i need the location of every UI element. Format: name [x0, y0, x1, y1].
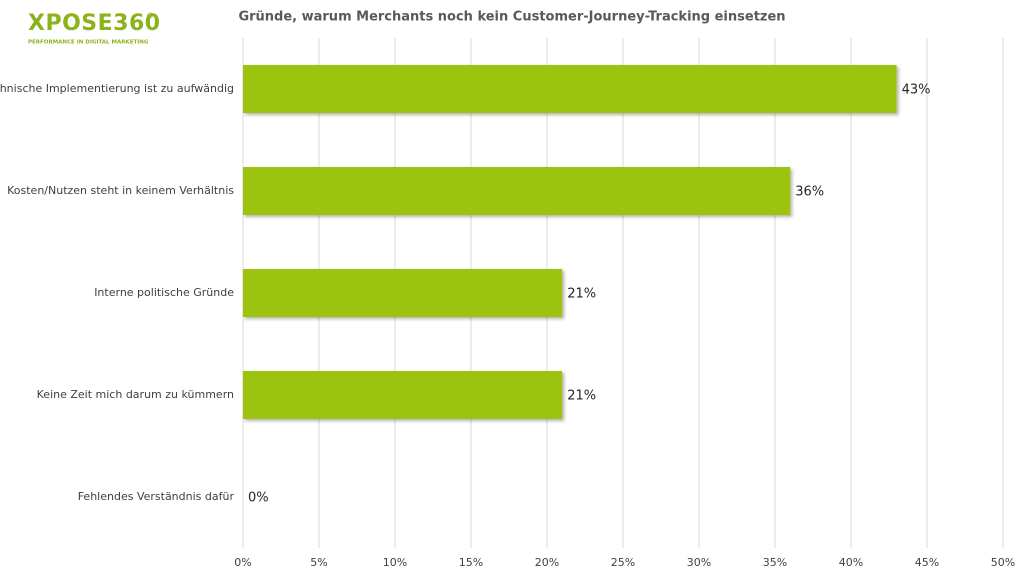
x-tick-label: 15%: [459, 556, 483, 569]
x-tick-label: 45%: [915, 556, 939, 569]
logo-name: XPOSE360: [28, 11, 161, 36]
x-tick-label: 10%: [383, 556, 407, 569]
logo-mark: ®: [146, 12, 154, 21]
x-tick-label: 40%: [839, 556, 863, 569]
y-tick-label: Interne politische Gründe: [94, 286, 234, 299]
bar: [243, 167, 791, 215]
x-tick-label: 30%: [687, 556, 711, 569]
value-label: 0%: [248, 491, 269, 506]
bar: [243, 269, 563, 317]
chart-title: Gründe, warum Merchants noch kein Custom…: [238, 10, 785, 25]
x-tick-label: 50%: [991, 556, 1015, 569]
x-tick-label: 5%: [310, 556, 327, 569]
value-label: 21%: [567, 389, 596, 404]
value-label: 36%: [795, 185, 824, 200]
y-tick-label: Technische Implementierung ist zu aufwän…: [0, 82, 234, 95]
x-tick-label: 35%: [763, 556, 787, 569]
x-tick-label: 0%: [234, 556, 251, 569]
x-tick-label: 20%: [535, 556, 559, 569]
y-tick-label: Keine Zeit mich darum zu kümmern: [37, 388, 234, 401]
value-label: 43%: [902, 83, 931, 98]
bar: [243, 65, 897, 113]
x-tick-label: 25%: [611, 556, 635, 569]
bar: [243, 371, 563, 419]
y-tick-label: Kosten/Nutzen steht in keinem Verhältnis: [7, 184, 234, 197]
logo-tagline: PERFORMANCE IN DIGITAL MARKETING: [28, 40, 149, 46]
value-label: 21%: [567, 287, 596, 302]
y-tick-label: Fehlendes Verständnis dafür: [78, 490, 235, 503]
